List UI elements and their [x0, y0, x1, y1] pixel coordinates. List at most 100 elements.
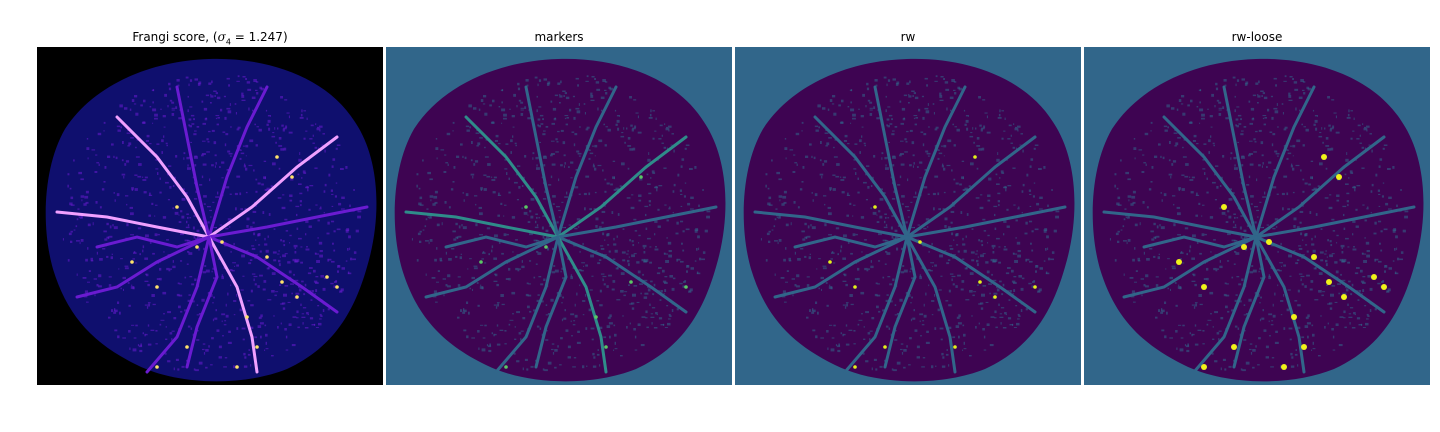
vessel [905, 135, 1037, 239]
vessel [207, 135, 339, 239]
highlight-point [1033, 285, 1037, 289]
vessel [753, 210, 909, 239]
frangi-title-sigma: σ [217, 30, 226, 44]
vessel [1192, 235, 1258, 374]
highlight-point [335, 285, 339, 289]
vessel [185, 235, 219, 369]
vessel [95, 235, 211, 249]
highlight-point [155, 285, 159, 289]
panel-frangi: Frangi score, (σ4 = 1.247) [37, 28, 383, 385]
rw-retina-image [735, 47, 1081, 385]
highlight-point [1341, 294, 1347, 300]
vessel-network [1102, 85, 1416, 374]
highlight-point [1241, 244, 1247, 250]
highlight-point [883, 345, 887, 349]
vessel [464, 115, 560, 239]
panel-rw: rw [735, 28, 1081, 385]
highlight-point [604, 345, 608, 349]
vessel [813, 115, 909, 239]
frangi-title-value: = 1.247) [230, 30, 288, 44]
retina-disk [743, 58, 1075, 382]
vessel [424, 235, 560, 299]
vessel [905, 85, 967, 239]
highlight-point [524, 205, 528, 209]
vessel [556, 205, 718, 239]
vessel [175, 85, 211, 239]
panel-title-markers: markers [534, 30, 584, 44]
retina-texture [1109, 75, 1409, 372]
markers-retina-image [386, 47, 732, 385]
highlight-point [255, 345, 259, 349]
vessel [556, 235, 688, 314]
highlight-point [295, 295, 299, 299]
vessel [444, 235, 560, 249]
vessel [207, 85, 269, 239]
vessel [1162, 115, 1258, 239]
vessel [905, 205, 1067, 239]
panel-rw-loose: rw-loose [1084, 28, 1430, 385]
retina-disk [45, 58, 377, 382]
highlight-point [1381, 284, 1387, 290]
vessel [883, 235, 917, 369]
panel-title-frangi: Frangi score, (σ4 = 1.247) [37, 28, 383, 46]
highlight-points [130, 155, 339, 369]
highlight-point [235, 365, 239, 369]
vessel [115, 115, 211, 239]
highlight-point [280, 280, 284, 284]
vessel [556, 235, 608, 374]
highlight-point [1281, 364, 1287, 370]
highlight-point [155, 365, 159, 369]
highlight-point [1291, 314, 1297, 320]
highlight-point [275, 155, 279, 159]
vessel [1142, 235, 1258, 249]
highlight-point [325, 275, 329, 279]
retina-texture [760, 75, 1060, 372]
vessel [1254, 235, 1386, 314]
highlight-points [479, 175, 688, 369]
vessel [494, 235, 560, 374]
frangi-title-subscript: 4 [225, 37, 231, 47]
vessel-network [55, 85, 369, 374]
vessel [793, 235, 909, 249]
vessel [75, 235, 211, 299]
vessel [534, 235, 568, 369]
highlight-point [544, 245, 548, 249]
highlight-point [175, 205, 179, 209]
markers-image [386, 47, 732, 385]
highlight-point [853, 285, 857, 289]
highlight-point [220, 240, 224, 244]
vessel [207, 235, 339, 314]
vessel [773, 235, 909, 299]
rw-loose-image [1084, 47, 1430, 385]
highlight-point [1221, 204, 1227, 210]
vessel [905, 235, 1037, 314]
highlight-point [479, 260, 483, 264]
vessel [524, 85, 560, 239]
highlight-point [873, 205, 877, 209]
vessel [1254, 85, 1316, 239]
highlight-point [504, 365, 508, 369]
highlight-point [1301, 344, 1307, 350]
highlight-point [629, 280, 633, 284]
highlight-points [828, 155, 1037, 369]
rw-loose-retina-image [1084, 47, 1430, 385]
vessel [1254, 135, 1386, 239]
rw-image [735, 47, 1081, 385]
highlight-point [245, 315, 249, 319]
highlight-point [639, 175, 643, 179]
vessel [873, 85, 909, 239]
vessel [145, 235, 211, 374]
highlight-point [1201, 364, 1207, 370]
vessel [207, 205, 369, 239]
highlight-point [130, 260, 134, 264]
panel-title-rw-loose: rw-loose [1231, 30, 1283, 44]
highlight-point [290, 175, 294, 179]
highlight-point [684, 285, 688, 289]
highlight-points [1176, 154, 1387, 370]
retina-texture [62, 75, 362, 372]
highlight-point [993, 295, 997, 299]
vessel [1232, 235, 1266, 369]
vessel [556, 85, 618, 239]
vessel [843, 235, 909, 374]
